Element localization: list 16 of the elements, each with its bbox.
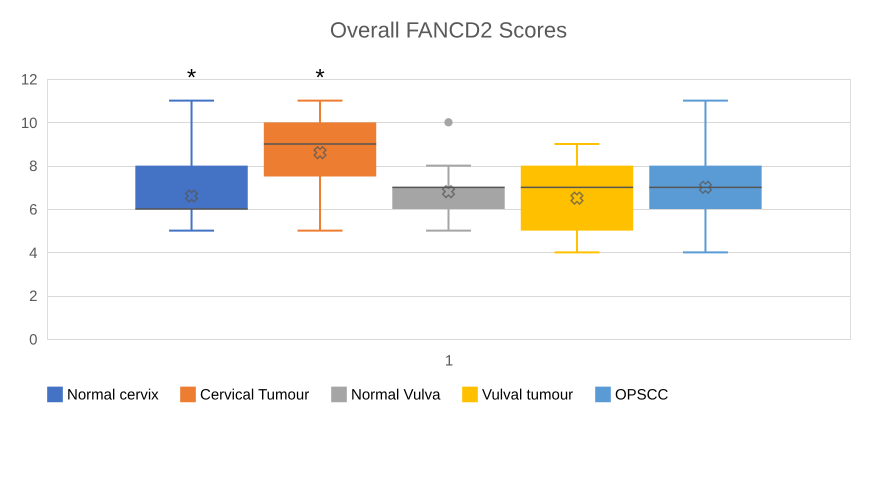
y-tick-label: 6 — [29, 202, 38, 218]
legend-label: Normal cervix — [67, 386, 160, 404]
annotation: * — [315, 64, 325, 92]
legend-label: Cervical Tumour — [200, 386, 310, 404]
annotation: * — [186, 64, 196, 92]
x-tick-label: 1 — [444, 352, 454, 370]
y-tick-label: 0 — [29, 332, 38, 348]
y-tick-label: 4 — [29, 244, 38, 262]
y-tick-label: 8 — [29, 158, 38, 176]
legend-label: Vulval tumour — [482, 386, 574, 404]
legend-label: Normal Vulva — [351, 386, 442, 404]
y-tick-label: 10 — [20, 114, 38, 132]
y-tick-label: 12 — [20, 72, 38, 88]
y-tick-label: 2 — [29, 288, 38, 306]
legend-label: OPSCC — [615, 386, 669, 404]
chart-title: Overall FANCD2 Scores — [330, 18, 568, 43]
